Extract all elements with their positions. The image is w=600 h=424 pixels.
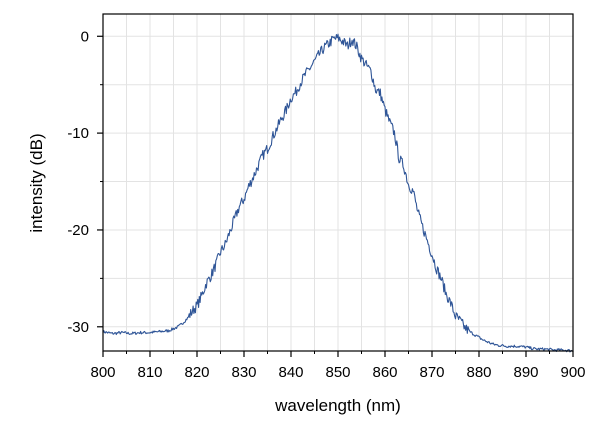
y-tick-label: -10 [67,125,89,142]
x-axis-label: wavelength (nm) [274,396,401,415]
y-tick-labels: 0 -10 -20 -30 [67,28,89,336]
x-tick-label: 860 [372,364,397,381]
x-tick-label: 890 [513,364,538,381]
x-tick-label: 900 [560,364,585,381]
x-tick-label: 810 [137,364,162,381]
y-axis-label: intensity (dB) [27,133,46,232]
grid-lines [102,14,574,351]
x-tick-label: 820 [184,364,209,381]
x-tick-label: 870 [419,364,444,381]
x-tick-label: 850 [325,364,350,381]
series-layer [102,33,574,353]
y-tick-label: -20 [67,222,89,239]
y-tick-label: -30 [67,319,89,336]
y-tick-label: 0 [81,28,89,45]
spectrum-line [102,33,574,353]
x-tick-label: 830 [231,364,256,381]
tick-marks [97,35,574,357]
x-tick-labels: 800 810 820 830 840 850 860 870 880 890 900 [90,364,585,381]
x-tick-label: 840 [278,364,303,381]
x-tick-label: 800 [90,364,115,381]
x-tick-label: 880 [466,364,491,381]
